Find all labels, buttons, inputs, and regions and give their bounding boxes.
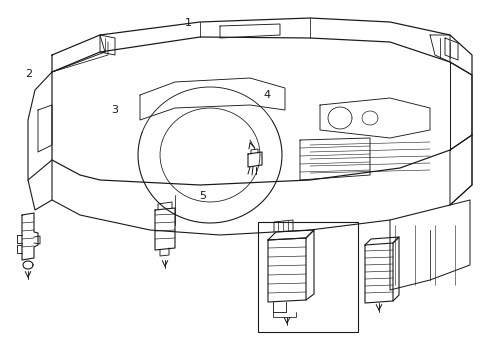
Text: 2: 2 xyxy=(25,69,32,79)
Text: 1: 1 xyxy=(184,18,191,28)
Bar xyxy=(258,222,357,332)
Text: 4: 4 xyxy=(263,90,269,100)
Text: 5: 5 xyxy=(199,191,206,201)
Text: 3: 3 xyxy=(111,105,118,115)
